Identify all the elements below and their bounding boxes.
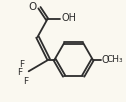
Text: OH: OH: [61, 13, 76, 23]
Text: O: O: [102, 55, 109, 65]
Text: O: O: [28, 2, 37, 12]
Text: CH₃: CH₃: [107, 55, 123, 64]
Text: F: F: [19, 60, 24, 69]
Text: F: F: [23, 77, 28, 86]
Text: F: F: [17, 68, 22, 77]
